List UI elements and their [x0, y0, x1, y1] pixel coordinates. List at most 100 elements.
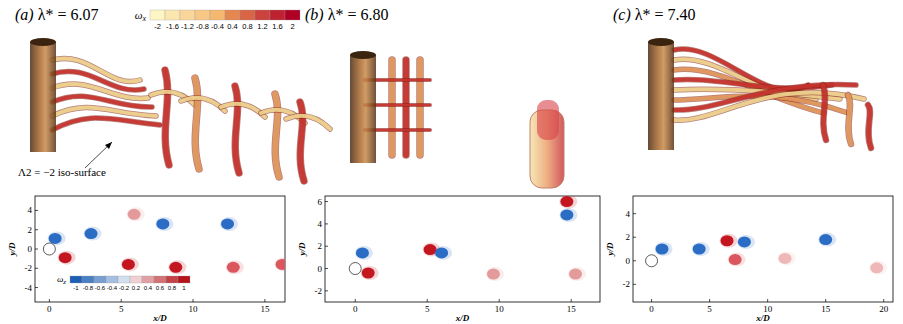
vortex-halo — [692, 242, 710, 256]
vortex — [779, 253, 792, 264]
vortex — [870, 262, 883, 273]
vortex — [356, 247, 369, 258]
colorbar-swatch — [195, 10, 210, 20]
y-tick — [325, 223, 328, 224]
vortex-tube — [181, 98, 225, 111]
colorbar-swatch — [106, 276, 118, 283]
vortex-halo — [559, 208, 577, 222]
cylinder — [350, 55, 376, 163]
y-tick — [633, 284, 636, 285]
marks — [43, 207, 285, 274]
vortex-tube — [417, 60, 423, 155]
vortex-tube — [165, 70, 169, 165]
colorbar-swatch — [150, 10, 165, 20]
colorbar-swatch — [210, 10, 225, 20]
x-tick-label: 0 — [649, 304, 654, 314]
y-tick — [325, 290, 328, 291]
cylinder-section — [646, 255, 658, 267]
x-tick-label: 5 — [425, 304, 430, 314]
x-tick — [193, 299, 194, 302]
x-tick-label: 5 — [707, 304, 712, 314]
vortex-tube — [389, 60, 395, 155]
vortex — [721, 235, 734, 246]
y-tick — [325, 201, 328, 202]
colorbar-tick-label: 2 — [290, 22, 294, 31]
vortex-tube — [165, 70, 169, 165]
colorbar-swatch — [154, 276, 166, 283]
x-tick-label: 20 — [879, 304, 889, 314]
cylinder-section — [43, 243, 55, 255]
vortex-halo — [486, 267, 504, 281]
x-axis-label: x/D — [755, 313, 770, 323]
y-tick — [35, 249, 38, 250]
rendering — [30, 38, 330, 181]
vortex-halo — [355, 246, 373, 260]
vortex-halo — [728, 253, 746, 267]
cylinder — [30, 42, 56, 152]
colorbar-tick-label: 0.4 — [227, 22, 237, 31]
colorbar-tick-label: -0.4 — [107, 285, 118, 291]
title-part: (a) — [15, 6, 38, 24]
vortex-tube — [221, 104, 265, 117]
x-tick — [767, 299, 768, 302]
x-tick — [355, 299, 356, 302]
cylinder — [648, 42, 674, 150]
y-tick-label: 0 — [318, 264, 323, 274]
vortex-tube — [275, 94, 279, 177]
colorbar-tick-label: 1 — [182, 285, 186, 291]
colorbar-tick-label: -1.6 — [166, 22, 179, 31]
vortex-tube — [848, 95, 851, 144]
x-tick — [264, 299, 265, 302]
y-axis-label: y/D — [605, 242, 615, 256]
colorbar-tick-label: -2 — [154, 22, 161, 31]
rendering — [648, 38, 871, 150]
colorbar-swatch — [82, 276, 94, 283]
vortex — [227, 262, 240, 273]
vortex-tube — [868, 105, 871, 148]
x-axis-label: x/D — [152, 313, 167, 323]
vortex-halo — [84, 227, 102, 241]
vortex-halo — [275, 257, 285, 271]
title-part: λ* = 7.40 — [635, 6, 696, 23]
marks — [646, 233, 888, 275]
y-tick-label: 2 — [626, 232, 631, 242]
x-tick — [651, 299, 652, 302]
colorbar-label-part: z — [62, 278, 66, 286]
vortex-tube — [823, 85, 826, 140]
y-tick — [35, 210, 38, 211]
plot-frame — [633, 196, 893, 302]
x-axis-label: x/D — [455, 313, 470, 323]
vortex-tube — [52, 118, 160, 130]
colorbar-swatch — [240, 10, 255, 20]
colorbar-tick-label: -0.4 — [211, 22, 224, 31]
colorbar-tick-label: 0.8 — [242, 22, 252, 31]
vortex — [128, 209, 141, 220]
vortex-tube — [674, 92, 864, 120]
plot-frame — [35, 196, 285, 302]
vortex-tube — [235, 86, 239, 173]
figure: (a) λ* = 6.07051015-4-2024x/Dy/D-2-1.6-1… — [0, 0, 903, 324]
vortex-tube — [181, 98, 225, 111]
colorbar-tick-label: 0.4 — [144, 285, 153, 291]
y-tick-label: -2 — [25, 263, 33, 273]
vortex — [156, 218, 169, 229]
colorbar-swatch — [178, 276, 190, 283]
rendering — [350, 51, 564, 188]
colorbar-tick-label: -1 — [73, 285, 79, 291]
x-tick-label: 0 — [353, 304, 358, 314]
vortex-halo — [818, 233, 836, 247]
vortex-tube — [388, 60, 396, 155]
vortex — [560, 196, 573, 207]
vortex-halo — [568, 267, 586, 281]
vortex-tube — [52, 96, 152, 107]
vortex-tube — [275, 94, 279, 177]
title: (c) λ* = 7.40 — [613, 6, 696, 24]
colorbar-tick-label: 0.2 — [132, 285, 141, 291]
y-tick-label: 0 — [28, 244, 33, 254]
annotation: Λ2 = −2 iso-surface — [18, 166, 106, 178]
title: (b) λ* = 6.80 — [305, 6, 388, 24]
vortex-tube — [868, 105, 871, 148]
vortex-halo — [559, 196, 577, 209]
x-tick-label: 10 — [495, 304, 505, 314]
vortex — [560, 209, 573, 220]
